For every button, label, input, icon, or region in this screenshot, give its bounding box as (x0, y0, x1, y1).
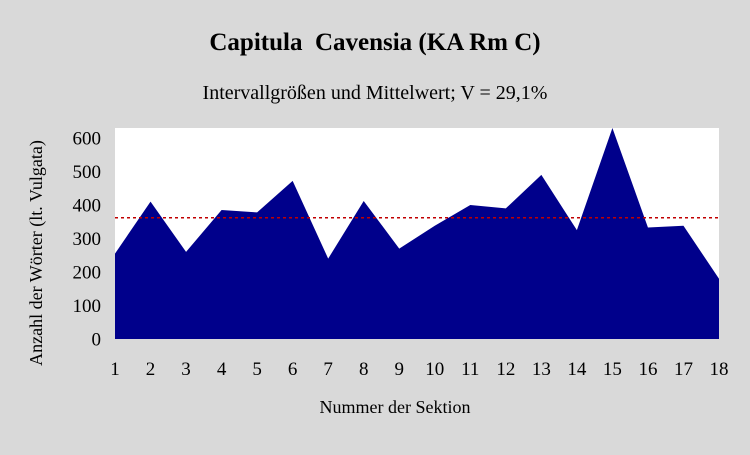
y-tick-label: 400 (73, 196, 102, 217)
x-tick-label: 7 (323, 359, 333, 380)
x-tick-label: 15 (603, 359, 622, 380)
y-tick-label: 200 (73, 263, 102, 284)
y-axis-label: Anzahl der Wörter (lt. Vulgata) (26, 140, 47, 366)
x-tick-label: 17 (674, 359, 693, 380)
x-tick-label: 1 (110, 359, 120, 380)
x-axis-label: Nummer der Sektion (320, 397, 471, 417)
y-tick-label: 600 (73, 129, 102, 150)
x-tick-label: 9 (394, 359, 404, 380)
x-tick-label: 2 (146, 359, 156, 380)
x-tick-label: 18 (710, 359, 729, 380)
chart-subtitle: Intervallgrößen und Mittelwert; V = 29,1… (203, 82, 548, 104)
x-tick-label: 5 (252, 359, 262, 380)
x-tick-label: 16 (638, 359, 657, 380)
x-tick-label: 14 (567, 359, 587, 380)
x-tick-label: 8 (359, 359, 369, 380)
chart-title: Capitula Cavensia (KA Rm C) (209, 29, 540, 56)
x-tick-label: 13 (532, 359, 551, 380)
x-tick-label: 6 (288, 359, 298, 380)
x-tick-label: 10 (425, 359, 444, 380)
y-tick-label: 100 (73, 296, 102, 317)
x-tick-label: 12 (496, 359, 515, 380)
y-tick-label: 300 (73, 229, 102, 250)
area-series (115, 128, 719, 339)
x-tick-label: 3 (181, 359, 191, 380)
y-tick-label: 500 (73, 162, 102, 183)
x-tick-label: 11 (461, 359, 479, 380)
x-tick-label: 4 (217, 359, 227, 380)
y-tick-label: 0 (92, 330, 102, 351)
